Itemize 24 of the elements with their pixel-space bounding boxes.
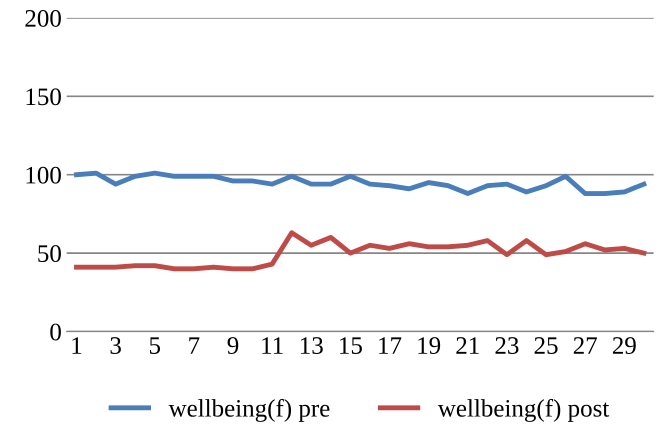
line-series — [74, 170, 646, 196]
y-tick-label: 150 — [26, 88, 61, 106]
x-tick-label: 15 — [340, 337, 362, 354]
x-tick-label: 7 — [189, 337, 200, 354]
y-tick-label: 200 — [25, 10, 61, 27]
x-tick-label: 23 — [496, 337, 518, 354]
x-tick-label: 5 — [150, 337, 160, 354]
x-tick-label: 9 — [228, 337, 238, 354]
x-tick-label: 1 — [72, 337, 82, 354]
x-tick-label: 3 — [110, 337, 121, 354]
x-tick-label: 13 — [300, 337, 323, 354]
x-tick-label: 17 — [379, 337, 402, 354]
y-tick-label: 0 — [50, 324, 61, 340]
legend-label: wellbeing(f) post — [438, 398, 610, 422]
y-tick-label: 100 — [26, 166, 61, 184]
x-tick-label: 25 — [534, 337, 558, 354]
legend-label: wellbeing(f) pre — [168, 398, 330, 422]
x-tick-label: 19 — [418, 337, 440, 354]
x-tick-label: 29 — [612, 337, 636, 354]
x-tick-label: 27 — [574, 337, 597, 354]
x-tick-label: 11 — [262, 337, 283, 354]
x-tick-label: 21 — [456, 337, 479, 354]
y-tick-label: 50 — [38, 245, 61, 262]
line-series — [74, 230, 646, 272]
